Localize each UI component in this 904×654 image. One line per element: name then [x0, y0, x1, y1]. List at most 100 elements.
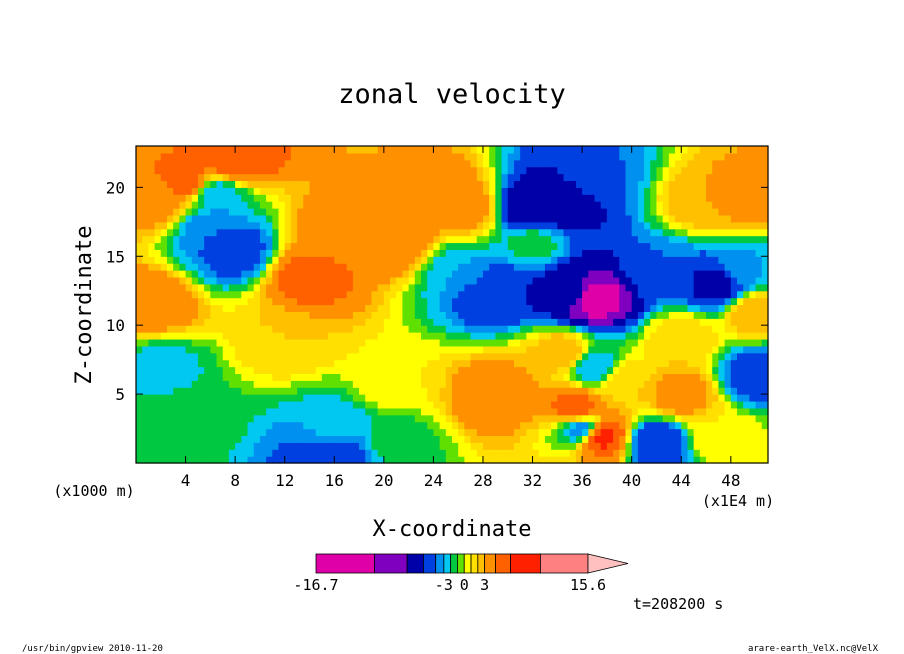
heatmap-cell	[284, 235, 292, 244]
heatmap-cell	[650, 173, 658, 182]
heatmap-cell	[712, 407, 720, 416]
heatmap-cell	[637, 242, 645, 250]
heatmap-cell	[321, 325, 329, 333]
heatmap-cell	[520, 276, 527, 285]
heatmap-cell	[303, 194, 311, 202]
heatmap-cell	[656, 159, 664, 168]
heatmap-cell	[439, 428, 447, 437]
heatmap-cell	[340, 332, 348, 340]
heatmap-cell	[377, 394, 385, 402]
heatmap-cell	[272, 276, 280, 285]
heatmap-cell	[377, 380, 385, 388]
heatmap-cell	[136, 338, 143, 347]
heatmap-cell	[204, 152, 211, 161]
heatmap-cell	[365, 235, 373, 244]
heatmap-cell	[464, 345, 472, 354]
heatmap-cell	[464, 166, 472, 175]
heatmap-cell	[297, 276, 304, 285]
heatmap-cell	[173, 201, 180, 209]
heatmap-cell	[377, 146, 385, 154]
heatmap-cell	[452, 242, 459, 250]
heatmap-cell	[730, 428, 738, 437]
heatmap-cell	[718, 456, 726, 464]
heatmap-cell	[346, 276, 354, 285]
heatmap-cell	[724, 194, 732, 202]
heatmap-cell	[408, 297, 416, 306]
heatmap-cell	[421, 249, 428, 257]
x-axis-unit: (x1E4 m)	[702, 492, 774, 510]
heatmap-cell	[160, 242, 168, 250]
heatmap-cell	[346, 338, 354, 347]
heatmap-cell	[452, 194, 459, 202]
heatmap-cell	[272, 442, 280, 450]
heatmap-cell	[377, 201, 385, 209]
heatmap-cell	[228, 173, 236, 182]
heatmap-cell	[278, 283, 286, 292]
heatmap-cell	[600, 318, 608, 326]
heatmap-cell	[662, 345, 670, 354]
heatmap-cell	[631, 421, 639, 430]
heatmap-cell	[631, 173, 639, 182]
heatmap-cell	[303, 166, 311, 175]
heatmap-cell	[693, 456, 701, 464]
heatmap-cell	[532, 332, 540, 340]
heatmap-cell	[706, 276, 713, 285]
heatmap-cell	[396, 311, 404, 319]
heatmap-cell	[737, 380, 744, 388]
heatmap-cell	[526, 304, 534, 312]
heatmap-cell	[730, 208, 738, 216]
heatmap-cell	[594, 290, 602, 299]
heatmap-cell	[569, 194, 577, 202]
heatmap-cell	[142, 442, 149, 450]
heatmap-cell	[272, 235, 280, 244]
heatmap-cell	[222, 400, 230, 409]
heatmap-cell	[575, 449, 583, 457]
heatmap-cell	[315, 173, 323, 182]
heatmap-cell	[284, 332, 292, 340]
heatmap-cell	[136, 373, 143, 381]
heatmap-cell	[712, 387, 720, 395]
heatmap-cell	[197, 442, 205, 450]
heatmap-cell	[613, 208, 620, 216]
heatmap-cell	[328, 318, 335, 326]
heatmap-cell	[544, 297, 552, 306]
heatmap-cell	[724, 290, 732, 299]
heatmap-cell	[433, 263, 441, 271]
heatmap-cell	[737, 263, 744, 271]
heatmap-cell	[464, 256, 472, 264]
heatmap-cell	[675, 387, 682, 395]
heatmap-cell	[712, 159, 720, 168]
heatmap-cell	[179, 283, 187, 292]
heatmap-cell	[575, 387, 583, 395]
heatmap-cell	[761, 249, 769, 257]
heatmap-cell	[476, 283, 484, 292]
heatmap-cell	[681, 270, 689, 278]
heatmap-cell	[352, 276, 360, 285]
heatmap-cell	[272, 366, 280, 375]
heatmap-cell	[582, 263, 589, 271]
heatmap-cell	[241, 270, 249, 278]
heatmap-cell	[340, 235, 348, 244]
heatmap-cell	[359, 249, 366, 257]
heatmap-cell	[371, 394, 379, 402]
heatmap-cell	[557, 235, 565, 244]
heatmap-cell	[718, 304, 726, 312]
heatmap-cell	[600, 345, 608, 354]
heatmap-cell	[390, 242, 397, 250]
heatmap-cell	[241, 311, 249, 319]
heatmap-cell	[637, 214, 645, 223]
heatmap-cell	[284, 297, 292, 306]
heatmap-cell	[228, 221, 236, 230]
heatmap-cell	[606, 338, 614, 347]
heatmap-cell	[197, 435, 205, 443]
heatmap-cell	[142, 428, 149, 437]
heatmap-cell	[743, 380, 751, 388]
heatmap-cell	[204, 297, 211, 306]
heatmap-cell	[377, 270, 385, 278]
heatmap-cell	[390, 407, 397, 416]
heatmap-cell	[235, 325, 242, 333]
heatmap-cell	[166, 359, 174, 368]
heatmap-cell	[359, 290, 366, 299]
heatmap-cell	[557, 325, 565, 333]
heatmap-cell	[210, 387, 218, 395]
